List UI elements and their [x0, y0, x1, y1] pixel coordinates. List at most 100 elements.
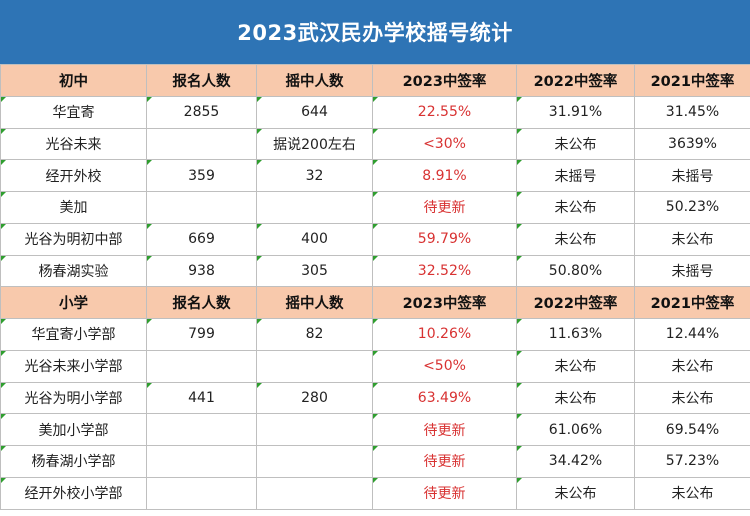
applicants-cell [146, 349, 257, 383]
rate-2023-cell: 8.91% [372, 159, 517, 192]
rate-2021-cell: 31.45% [634, 95, 750, 129]
applicants-cell: 2855 [146, 95, 257, 129]
admitted-cell: 644 [256, 95, 373, 129]
rate-2022-cell: 未公布 [516, 222, 635, 256]
applicants-cell [146, 191, 257, 224]
admitted-cell [256, 445, 373, 478]
table-row: 光谷未来 据说200左右 <30% 未公布 3639% [0, 127, 750, 161]
table-row: 光谷为明小学部 441 280 63.49% 未公布 未公布 [0, 381, 750, 415]
school-name-cell: 华宜寄 [0, 95, 147, 129]
rate-2021-cell: 50.23% [634, 191, 750, 224]
admitted-cell: 305 [256, 254, 373, 288]
admitted-header: 摇中人数 [256, 64, 373, 97]
table-row: 光谷为明初中部 669 400 59.79% 未公布 未公布 [0, 222, 750, 256]
level-header: 初中 [0, 64, 147, 97]
applicants-cell: 938 [146, 254, 257, 288]
admitted-cell: 32 [256, 159, 373, 192]
rate-2021-cell: 12.44% [634, 318, 750, 351]
rate-2021-cell: 未公布 [634, 381, 750, 415]
rate-2021-header: 2021中签率 [634, 286, 750, 319]
admitted-cell: 据说200左右 [256, 127, 373, 161]
applicants-cell [146, 445, 257, 478]
school-name-cell: 美加 [0, 191, 147, 224]
rate-2021-cell: 未公布 [634, 476, 750, 510]
stats-table: 初中 报名人数 摇中人数 2023中签率 2022中签率 2021中签率 华宜寄 2855 64… [0, 64, 750, 510]
admitted-cell [256, 413, 373, 446]
applicants-cell [146, 127, 257, 161]
rate-2023-cell: 待更新 [372, 476, 517, 510]
rate-2022-cell: 未公布 [516, 381, 635, 415]
rate-2022-cell: 未公布 [516, 191, 635, 224]
admitted-cell [256, 349, 373, 383]
admitted-cell [256, 191, 373, 224]
rate-2022-cell: 50.80% [516, 254, 635, 288]
school-name-cell: 经开外校小学部 [0, 476, 147, 510]
rate-2021-cell: 未公布 [634, 222, 750, 256]
rate-2021-cell: 69.54% [634, 413, 750, 446]
rate-2022-cell: 未公布 [516, 349, 635, 383]
rate-2023-cell: 待更新 [372, 413, 517, 446]
rate-2022-cell: 未公布 [516, 476, 635, 510]
rate-2023-cell: 63.49% [372, 381, 517, 415]
school-name-cell: 经开外校 [0, 159, 147, 192]
table-row: 美加 待更新 未公布 50.23% [0, 191, 750, 224]
table-row: 经开外校小学部 待更新 未公布 未公布 [0, 476, 750, 510]
rate-2021-header: 2021中签率 [634, 64, 750, 97]
rate-2022-cell: 未公布 [516, 127, 635, 161]
rate-2023-cell: 待更新 [372, 191, 517, 224]
school-name-cell: 光谷为明小学部 [0, 381, 147, 415]
school-name-cell: 杨春湖实验 [0, 254, 147, 288]
applicants-cell: 359 [146, 159, 257, 192]
school-name-cell: 美加小学部 [0, 413, 147, 446]
applicants-cell [146, 476, 257, 510]
rate-2023-cell: 待更新 [372, 445, 517, 478]
rate-2021-cell: 未公布 [634, 349, 750, 383]
rate-2022-cell: 34.42% [516, 445, 635, 478]
applicants-cell [146, 413, 257, 446]
school-name-cell: 华宜寄小学部 [0, 318, 147, 351]
table-row: 经开外校 359 32 8.91% 未摇号 未摇号 [0, 159, 750, 192]
rate-2021-cell: 未摇号 [634, 159, 750, 192]
rate-2021-cell: 57.23% [634, 445, 750, 478]
admitted-cell: 400 [256, 222, 373, 256]
applicants-cell: 799 [146, 318, 257, 351]
rate-2022-header: 2022中签率 [516, 64, 635, 97]
applicants-header: 报名人数 [146, 64, 257, 97]
table-row: 光谷未来小学部 <50% 未公布 未公布 [0, 349, 750, 383]
sheet-title: 2023武汉民办学校摇号统计 [0, 0, 750, 64]
admitted-header: 摇中人数 [256, 286, 373, 319]
rate-2023-cell: <50% [372, 349, 517, 383]
table-row: 美加小学部 待更新 61.06% 69.54% [0, 413, 750, 446]
school-name-cell: 杨春湖小学部 [0, 445, 147, 478]
rate-2022-cell: 11.63% [516, 318, 635, 351]
rate-2023-cell: 59.79% [372, 222, 517, 256]
rate-2023-cell: <30% [372, 127, 517, 161]
applicants-header: 报名人数 [146, 286, 257, 319]
school-name-cell: 光谷未来小学部 [0, 349, 147, 383]
table-row: 华宜寄小学部 799 82 10.26% 11.63% 12.44% [0, 318, 750, 351]
rate-2021-cell: 3639% [634, 127, 750, 161]
school-name-cell: 光谷未来 [0, 127, 147, 161]
admitted-cell: 82 [256, 318, 373, 351]
section-header-row: 小学 报名人数 摇中人数 2023中签率 2022中签率 2021中签率 [0, 286, 750, 319]
rate-2022-header: 2022中签率 [516, 286, 635, 319]
table-row: 杨春湖小学部 待更新 34.42% 57.23% [0, 445, 750, 478]
school-name-cell: 光谷为明初中部 [0, 222, 147, 256]
section-header-row: 初中 报名人数 摇中人数 2023中签率 2022中签率 2021中签率 [0, 64, 750, 97]
rate-2023-cell: 22.55% [372, 95, 517, 129]
table-row: 杨春湖实验 938 305 32.52% 50.80% 未摇号 [0, 254, 750, 288]
level-header: 小学 [0, 286, 147, 319]
rate-2023-header: 2023中签率 [372, 286, 517, 319]
rate-2022-cell: 61.06% [516, 413, 635, 446]
table-body: 初中 报名人数 摇中人数 2023中签率 2022中签率 2021中签率 华宜寄 2855 64… [0, 64, 750, 510]
admitted-cell [256, 476, 373, 510]
rate-2021-cell: 未摇号 [634, 254, 750, 288]
rate-2022-cell: 31.91% [516, 95, 635, 129]
admitted-cell: 280 [256, 381, 373, 415]
applicants-cell: 441 [146, 381, 257, 415]
table-row: 华宜寄 2855 644 22.55% 31.91% 31.45% [0, 95, 750, 129]
applicants-cell: 669 [146, 222, 257, 256]
rate-2022-cell: 未摇号 [516, 159, 635, 192]
rate-2023-cell: 32.52% [372, 254, 517, 288]
